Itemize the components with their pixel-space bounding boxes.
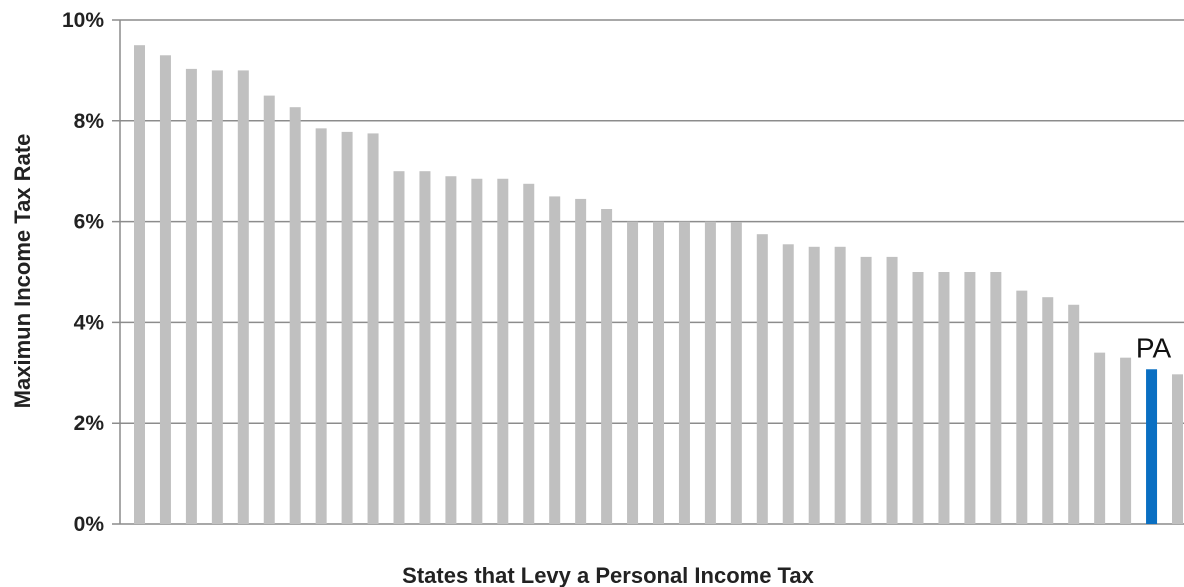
bar: [627, 221, 639, 524]
bar: [134, 45, 145, 524]
bar: [1016, 290, 1028, 524]
bar: [445, 176, 457, 525]
bar-pa: [1146, 369, 1158, 524]
bar: [704, 221, 716, 524]
bar: [575, 198, 587, 525]
bar: [471, 178, 483, 524]
bar: [782, 244, 794, 524]
bar: [912, 272, 924, 524]
bar: [367, 133, 379, 524]
bar: [860, 256, 872, 524]
bar: [808, 246, 820, 525]
highlight-label: PA: [1136, 332, 1172, 363]
bar: [393, 171, 405, 524]
y-tick-label: 6%: [74, 211, 105, 234]
bar: [1042, 297, 1054, 524]
bar: [678, 221, 690, 524]
bar: [756, 234, 768, 524]
x-axis-title: States that Levy a Personal Income Tax: [402, 563, 814, 587]
y-tick-label: 0%: [74, 513, 105, 536]
bar: [159, 55, 171, 524]
bar: [263, 95, 275, 524]
bar: [730, 222, 742, 524]
bar: [549, 196, 561, 524]
bar: [1172, 374, 1183, 524]
bar: [834, 246, 846, 525]
bar: [964, 272, 976, 524]
bar: [419, 171, 431, 524]
y-tick-label: 2%: [74, 412, 105, 435]
bar: [211, 70, 223, 525]
bar: [601, 209, 613, 524]
bar: [315, 128, 327, 525]
bar: [990, 272, 1002, 524]
bar: [237, 70, 249, 525]
y-tick-label: 10%: [62, 9, 104, 32]
bar: [523, 183, 535, 525]
bar: [1120, 357, 1132, 524]
bar: [341, 131, 353, 524]
y-tick-label: 4%: [74, 311, 105, 334]
bar: [1094, 352, 1106, 524]
bar: [653, 221, 664, 524]
bar: [497, 178, 509, 524]
y-tick-labels: 0% 2% 4% 6% 8% 10%: [62, 9, 104, 536]
bar: [289, 107, 301, 524]
bar: [938, 272, 950, 524]
y-tick-label: 8%: [74, 110, 105, 133]
bar: [185, 68, 197, 524]
bar: [1068, 304, 1080, 524]
bars: [134, 45, 1183, 525]
bar: [886, 256, 898, 524]
y-axis-title: Maximun Income Tax Rate: [10, 134, 35, 409]
